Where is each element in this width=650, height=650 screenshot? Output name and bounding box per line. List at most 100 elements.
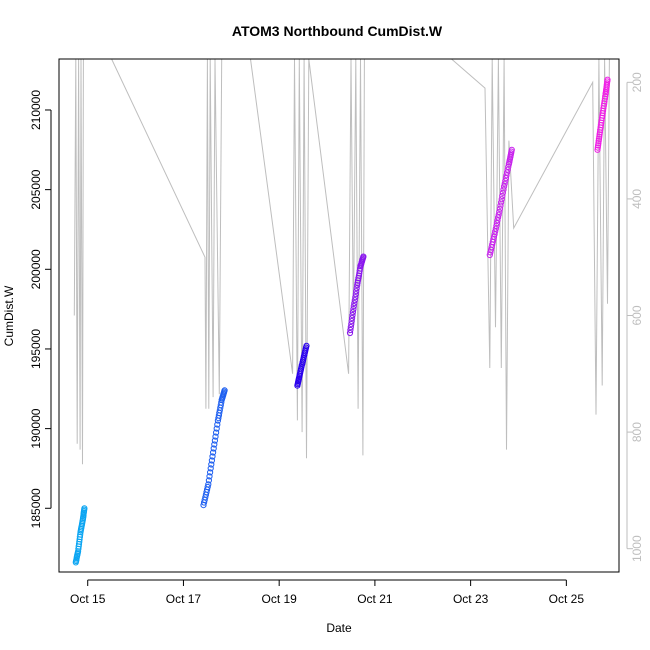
data-point — [501, 183, 508, 190]
data-point — [349, 315, 356, 322]
data-point — [213, 429, 220, 436]
data-point — [207, 469, 214, 476]
y-axis-right: 200 400 600 800 1000 — [626, 72, 644, 562]
data-point — [351, 297, 358, 304]
data-point — [500, 186, 507, 193]
data-point — [349, 312, 356, 319]
data-point — [499, 189, 506, 196]
data-point — [594, 146, 601, 153]
data-point — [498, 199, 505, 206]
y-tick-label: 200000 — [29, 249, 43, 289]
data-point — [77, 531, 84, 538]
x-tick-label: Oct 15 — [70, 592, 106, 606]
data-point — [208, 461, 215, 468]
data-point — [350, 303, 357, 310]
y2-tick-label: 1000 — [630, 535, 644, 562]
x-tick-label: Oct 17 — [166, 592, 202, 606]
data-point — [353, 288, 360, 295]
data-point — [348, 321, 355, 328]
data-point — [347, 326, 354, 334]
data-point — [221, 387, 228, 394]
data-point — [595, 142, 602, 149]
data-point — [351, 300, 358, 307]
data-point — [352, 294, 359, 301]
data-point — [594, 144, 601, 151]
y-tick-label: 205000 — [29, 169, 43, 209]
data-point — [352, 291, 359, 298]
data-point — [604, 76, 611, 83]
point-series-group — [72, 76, 611, 566]
data-point — [596, 131, 603, 138]
data-point — [81, 505, 88, 512]
data-point — [505, 163, 512, 170]
chart-title: ATOM3 Northbound CumDist.W — [232, 23, 443, 39]
data-point — [492, 228, 499, 235]
data-point — [348, 318, 355, 325]
x-tick-label: Oct 23 — [453, 592, 489, 606]
gray-line-series — [73, 58, 610, 465]
data-point — [350, 306, 357, 313]
data-point — [213, 425, 220, 432]
data-point — [303, 342, 310, 349]
data-point — [205, 477, 212, 484]
data-point — [502, 177, 509, 184]
data-point — [360, 253, 367, 260]
data-point — [210, 445, 217, 452]
data-point — [508, 146, 515, 153]
y2-tick-label: 200 — [630, 72, 644, 92]
data-point — [492, 225, 499, 232]
plot-frame — [58, 58, 620, 573]
data-point — [504, 166, 511, 173]
data-point — [495, 211, 502, 218]
y2-tick-label: 400 — [630, 189, 644, 209]
data-point — [494, 217, 501, 224]
data-point — [206, 473, 213, 480]
data-point — [501, 180, 508, 187]
y-tick-label: 185000 — [29, 488, 43, 528]
data-point — [595, 135, 603, 142]
data-point — [602, 93, 609, 100]
data-point — [499, 192, 506, 200]
data-point — [347, 324, 354, 331]
y-tick-label: 210000 — [29, 90, 43, 130]
x-tick-label: Oct 25 — [549, 592, 585, 606]
data-point — [209, 453, 216, 460]
y2-tick-label: 600 — [630, 305, 644, 325]
data-point — [211, 437, 218, 444]
data-point — [497, 202, 504, 209]
y2-tick-label: 800 — [630, 422, 644, 442]
data-point — [349, 309, 356, 316]
y-tick-label: 190000 — [29, 408, 43, 448]
data-point — [498, 196, 505, 203]
data-point — [204, 483, 211, 491]
data-point — [346, 329, 354, 337]
y-axis-label: CumDist.W — [2, 285, 16, 346]
x-axis-label: Date — [326, 621, 352, 635]
data-point — [207, 465, 214, 472]
data-point — [205, 481, 212, 488]
data-point — [210, 449, 217, 456]
x-tick-label: Oct 19 — [261, 592, 297, 606]
data-point — [504, 169, 511, 176]
data-point — [212, 433, 219, 440]
data-point — [503, 172, 510, 179]
y-tick-label: 195000 — [29, 329, 43, 369]
data-point — [595, 137, 602, 145]
data-point — [496, 208, 503, 215]
x-axis: Oct 15 Oct 17 Oct 19 Oct 21 Oct 23 Oct 25 — [70, 579, 585, 606]
data-point — [596, 133, 603, 140]
y-axis-left: 185000 190000 195000 200000 205000 210000 — [29, 90, 52, 528]
data-point — [502, 175, 509, 182]
data-point — [496, 205, 503, 212]
data-point — [491, 231, 498, 238]
x-tick-label: Oct 21 — [357, 592, 393, 606]
data-point — [495, 214, 502, 221]
data-point — [208, 457, 215, 464]
data-point — [211, 441, 218, 448]
data-point — [493, 220, 500, 227]
data-point — [493, 222, 500, 229]
data-point — [214, 421, 221, 428]
gray-series-line — [73, 58, 610, 465]
data-point — [595, 140, 602, 147]
